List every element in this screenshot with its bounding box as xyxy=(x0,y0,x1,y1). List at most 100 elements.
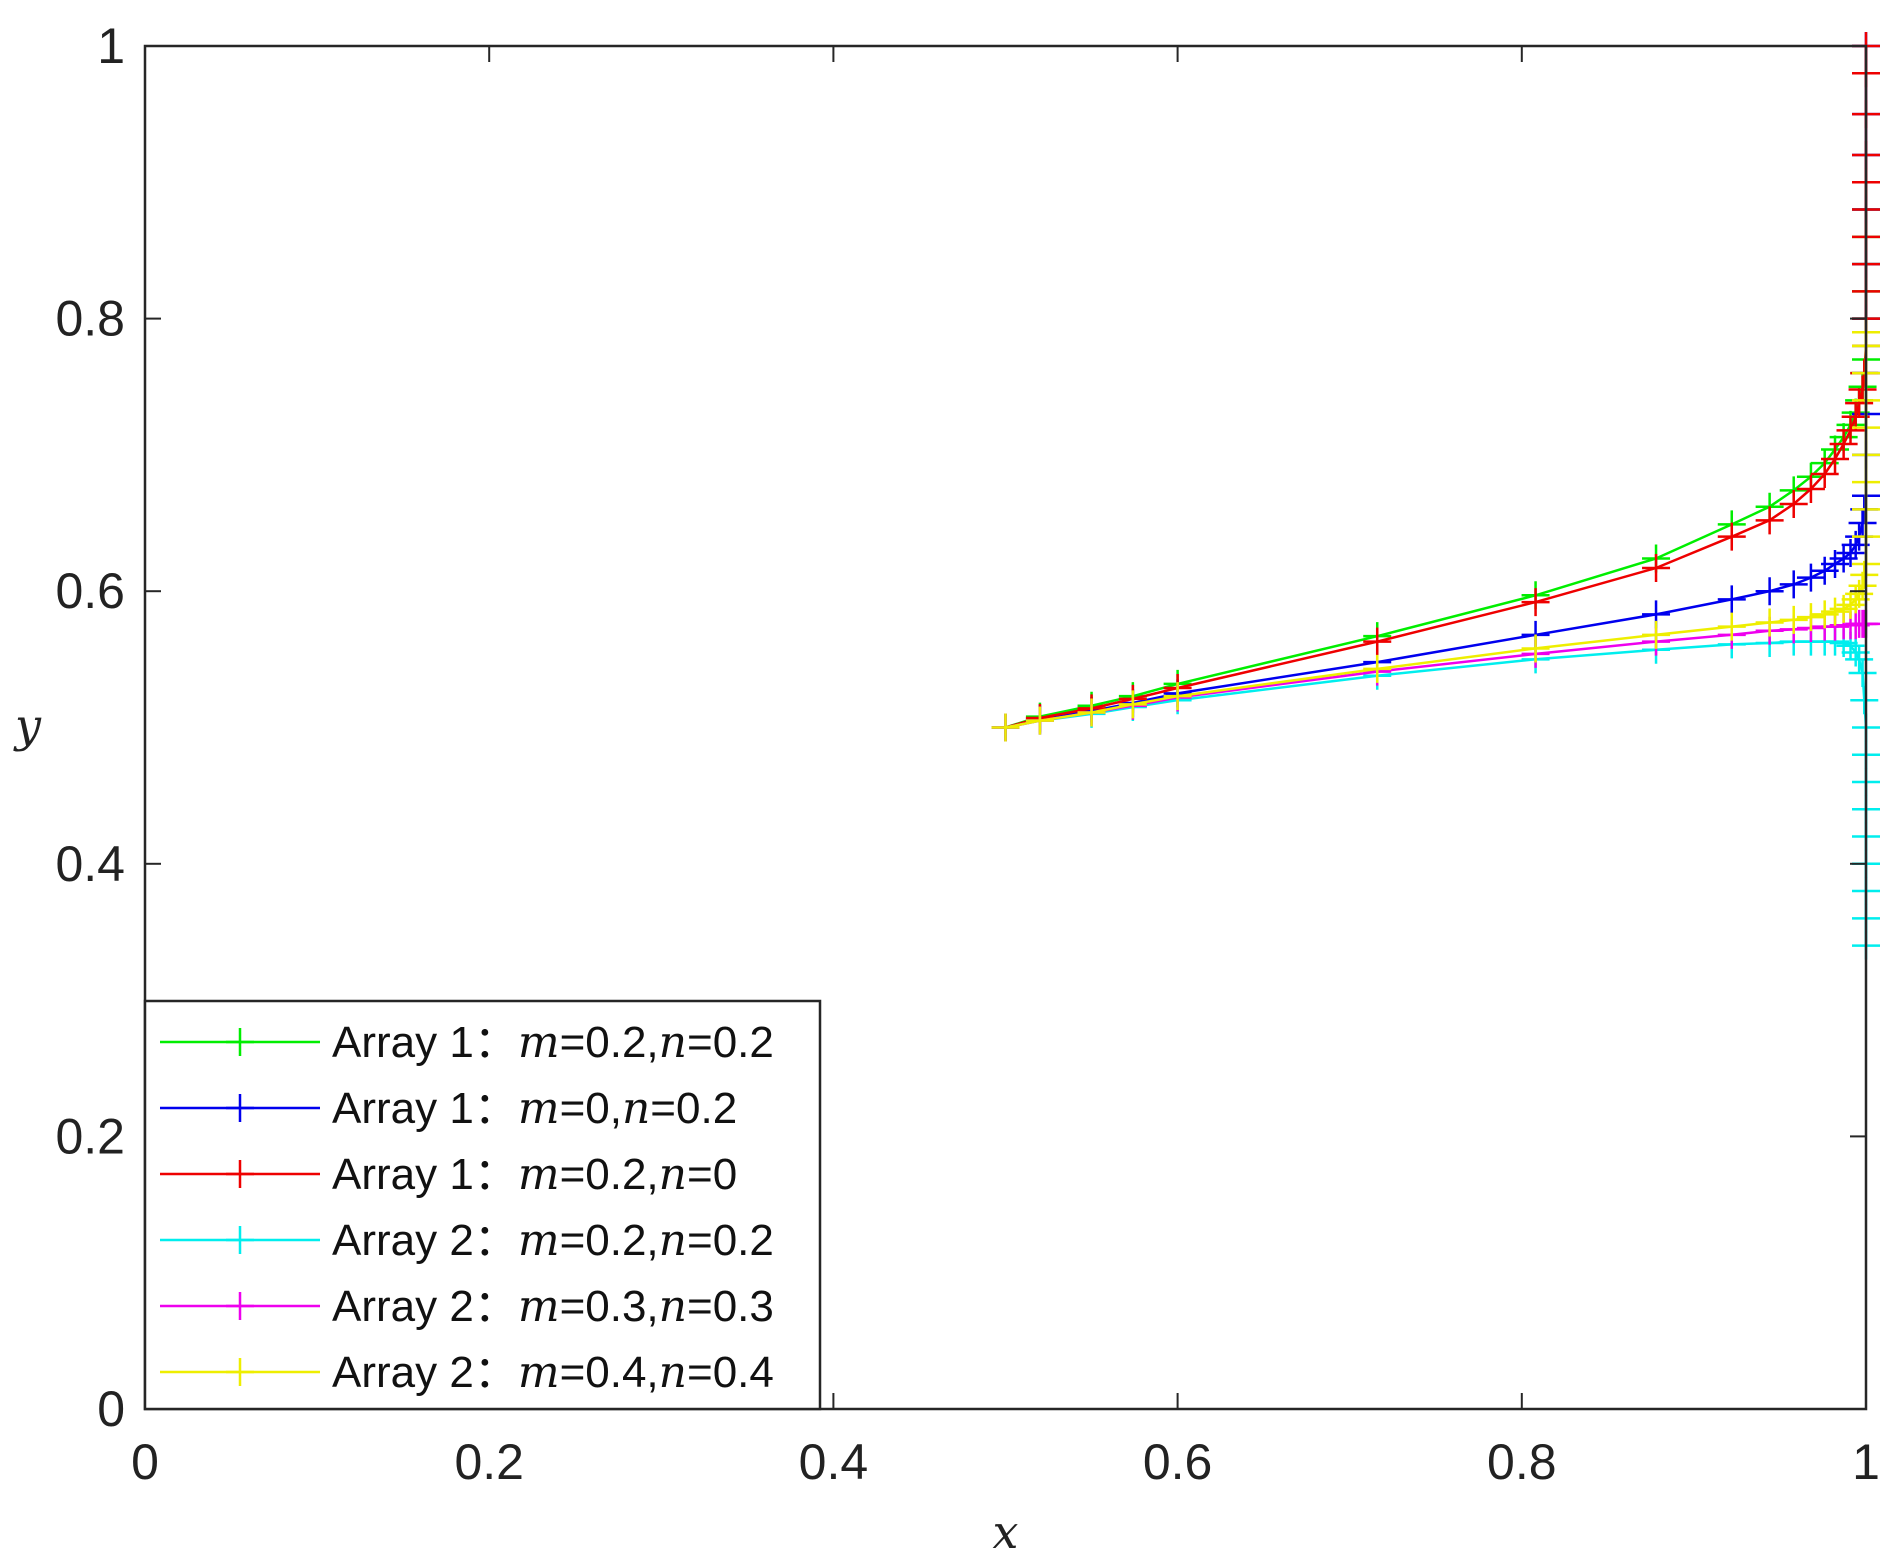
data-point-marker xyxy=(1848,571,1877,600)
data-point-marker xyxy=(1848,658,1877,687)
legend-n-value: =0.2 xyxy=(650,1084,737,1133)
y-tick-label: 0.8 xyxy=(55,291,125,347)
legend-label: Array 2：m=0.3,n=0.3 xyxy=(332,1281,774,1332)
y-tick-label: 0.6 xyxy=(55,563,125,619)
x-tick-label: 0 xyxy=(131,1434,159,1490)
data-point-marker xyxy=(1755,608,1784,637)
legend-label: Array 2：m=0.4,n=0.4 xyxy=(332,1347,774,1398)
data-point-marker xyxy=(1118,690,1147,719)
legend-m-symbol: m xyxy=(518,1149,560,1200)
legend-m-symbol: m xyxy=(518,1281,560,1332)
data-point-marker xyxy=(1829,544,1858,573)
legend-m-value: =0.4, xyxy=(560,1348,659,1397)
legend-prefix: Array 1： xyxy=(332,1150,518,1199)
legend-item: Array 1：m=0.2,n=0 xyxy=(160,1149,737,1200)
data-point-marker xyxy=(1779,489,1808,518)
data-point-marker xyxy=(1717,585,1746,614)
legend-m-symbol: m xyxy=(518,1215,560,1266)
data-point-marker xyxy=(1845,645,1874,674)
data-point-marker xyxy=(1779,605,1808,634)
legend-n-value: =0.2 xyxy=(687,1216,774,1265)
legend-n-value: =0.4 xyxy=(687,1348,774,1397)
legend-n-symbol: n xyxy=(622,1083,650,1134)
x-tick-label: 1 xyxy=(1852,1434,1880,1490)
y-tick-label: 0 xyxy=(97,1381,125,1437)
y-axis-label: y xyxy=(13,699,42,753)
ticks-layer: 0 0.2 0.4 0.6 0.8 1 0 0.2 0.4 0.6 0.8 1 xyxy=(55,18,1879,1490)
legend-label: Array 1：m=0.2,n=0.2 xyxy=(332,1017,774,1068)
legend-n-symbol: n xyxy=(659,1281,687,1332)
legend-swatch-marker xyxy=(226,1292,254,1320)
legend-m-value: =0.2, xyxy=(560,1018,659,1067)
legend-prefix: Array 2： xyxy=(332,1348,518,1397)
data-point-marker xyxy=(1796,563,1825,592)
plot-frame xyxy=(143,44,1868,1411)
data-point-marker xyxy=(1848,509,1877,538)
data-point-marker xyxy=(1521,588,1550,617)
legend-n-symbol: n xyxy=(659,1017,687,1068)
y-tick-label: 0.2 xyxy=(55,1108,125,1164)
legend-m-value: =0.2, xyxy=(560,1150,659,1199)
data-point-marker xyxy=(1363,627,1392,656)
legend-m-symbol: m xyxy=(518,1083,560,1134)
data-point-marker xyxy=(1521,634,1550,663)
data-point-marker xyxy=(1796,474,1825,503)
legend-n-value: =0.3 xyxy=(687,1282,774,1331)
data-point-marker xyxy=(1845,389,1874,418)
data-point-marker xyxy=(1755,506,1784,535)
legend-item: Array 2：m=0.2,n=0.2 xyxy=(160,1215,774,1266)
legend-n-symbol: n xyxy=(659,1215,687,1266)
data-point-marker xyxy=(1642,554,1671,583)
legend-m-value: =0, xyxy=(560,1084,622,1133)
legend-m-value: =0.2, xyxy=(560,1216,659,1265)
legend-label: Array 1：m=0,n=0.2 xyxy=(332,1083,737,1134)
data-point-marker xyxy=(1848,375,1877,404)
legend-swatch-marker xyxy=(226,1028,254,1056)
legend-label: Array 1：m=0.2,n=0 xyxy=(332,1149,737,1200)
legend-swatch-marker xyxy=(226,1160,254,1188)
legend-item: Array 1：m=0.2,n=0.2 xyxy=(160,1017,774,1068)
x-tick-label: 0.8 xyxy=(1487,1434,1557,1490)
data-point-marker xyxy=(1363,654,1392,683)
legend-m-symbol: m xyxy=(518,1347,560,1398)
x-tick-label: 0.2 xyxy=(454,1434,524,1490)
data-point-marker xyxy=(1755,577,1784,606)
legend-m-symbol: m xyxy=(518,1017,560,1068)
y-tick-label: 0.4 xyxy=(55,836,125,892)
legend-n-value: =0 xyxy=(687,1150,737,1199)
legend-swatch-marker xyxy=(226,1358,254,1386)
data-point-marker xyxy=(1779,570,1808,599)
data-point-marker xyxy=(1717,612,1746,641)
data-point-marker xyxy=(1077,698,1106,727)
data-point-marker xyxy=(1850,560,1879,589)
legend-prefix: Array 1： xyxy=(332,1018,518,1067)
legend-box xyxy=(143,999,822,1411)
legend-label: Array 2：m=0.2,n=0.2 xyxy=(332,1215,774,1266)
legend-prefix: Array 2： xyxy=(332,1282,518,1331)
data-point-marker xyxy=(1163,682,1192,711)
legend-swatch-marker xyxy=(226,1226,254,1254)
legend-n-symbol: n xyxy=(659,1347,687,1398)
legend-n-value: =0.2 xyxy=(687,1018,774,1067)
legend-item: Array 2：m=0.4,n=0.4 xyxy=(160,1347,774,1398)
data-point-marker xyxy=(1796,603,1825,632)
x-tick-label: 0.4 xyxy=(799,1434,869,1490)
legend-prefix: Array 2： xyxy=(332,1216,518,1265)
legend-m-value: =0.3, xyxy=(560,1282,659,1331)
data-point-marker xyxy=(1829,429,1858,458)
data-point-marker xyxy=(1717,522,1746,551)
x-tick-label: 0.6 xyxy=(1143,1434,1213,1490)
data-point-marker xyxy=(1836,416,1865,445)
legend-prefix: Array 1： xyxy=(332,1084,518,1133)
y-tick-label: 1 xyxy=(97,18,125,74)
data-point-marker xyxy=(1025,706,1054,735)
x-axis-label: x xyxy=(993,1505,1019,1559)
data-point-marker xyxy=(1810,459,1839,488)
data-point-marker xyxy=(1821,444,1850,473)
legend-item: Array 1：m=0,n=0.2 xyxy=(160,1083,737,1134)
legend-item: Array 2：m=0.3,n=0.3 xyxy=(160,1281,774,1332)
data-point-marker xyxy=(991,713,1020,742)
data-point-marker xyxy=(1850,686,1879,715)
